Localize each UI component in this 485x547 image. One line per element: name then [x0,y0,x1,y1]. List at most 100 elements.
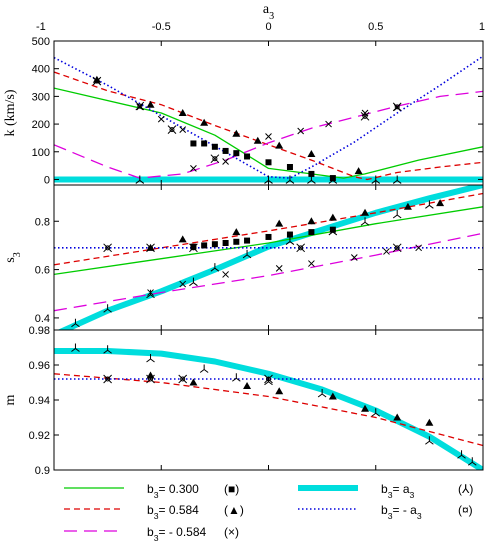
panel-3-markers [71,343,477,466]
legend-label-s2: b3= 0.584 [147,503,199,521]
marker-s5-panel-1-1 [135,101,145,111]
marker-s4-panel-3-8 [425,436,434,445]
panel-2-markers [71,199,445,328]
panel-1-ylabel: k (km/s) [3,89,18,136]
marker-s4-panel-2-2 [146,289,155,299]
marker-s5-panel-1-4 [360,111,370,121]
marker-s4-panel-2-1 [103,304,112,313]
marker-s5-panel-3-1 [146,374,155,384]
ytick-label-1-1: 100 [32,147,50,159]
marker-s1-panel-2-3 [222,240,229,246]
marker-s1-panel-1-6 [265,159,272,166]
marker-s3-panel-1-4 [190,165,197,172]
marker-s3-panel-2-4 [308,260,315,267]
marker-s1-panel-1-7 [286,164,293,170]
marker-s2-panel-1-6 [275,141,284,149]
marker-s4-panel-2-4 [210,263,220,272]
ytick-label-3-3: 0.96 [29,360,50,372]
legend-symbol-s1: (■) [224,482,239,496]
marker-s1-panel-2-8 [308,229,315,236]
marker-s5-panel-2-3 [296,243,306,253]
marker-s1-panel-1-2 [211,143,218,150]
marker-s2-panel-2-8 [436,199,445,207]
marker-s5-panel-1-0 [92,76,102,86]
line-s3-panel-1 [54,90,483,179]
marker-s5-panel-3-3 [264,374,273,384]
ytick-label-3-1: 0.92 [29,430,50,442]
ytick-label-3-0: 0.9 [35,465,50,477]
legend: b3= 0.300 (■) b3= 0.584 (▲) b3= - 0.584 (×) b3… [64,482,473,543]
ytick-label-1-3: 300 [32,91,50,103]
marker-s4-panel-3-0 [71,343,80,352]
marker-s4-panel-2-9 [392,210,402,219]
ytick-label-2-2: 0.8 [35,216,50,228]
marker-s3-panel-1-5 [222,158,229,165]
ytick-label-3-2: 0.94 [29,395,50,407]
marker-s3-panel-2-2 [222,271,229,278]
marker-s1-panel-2-5 [244,237,251,244]
marker-s4-panel-3-2 [146,354,155,363]
marker-s2-panel-1-2 [178,109,187,116]
legend-label-s1: b3= 0.300 [147,482,199,500]
marker-s4-panel-2-6 [285,236,295,245]
marker-s5-panel-1-3 [210,154,220,164]
marker-s4-panel-2-0 [71,318,80,328]
line-s2-panel-3 [54,373,483,447]
marker-s2-panel-3-3 [275,387,284,395]
line-s4-panel-2 [57,185,483,330]
panel-2-ylabel: s3 [3,252,23,263]
marker-s3-panel-1-2 [157,115,165,123]
marker-s3-panel-2-1 [179,280,187,288]
line-s1-panel-2 [54,206,483,276]
marker-s2-panel-1-1 [146,100,155,108]
marker-s3-panel-2-3 [275,265,283,272]
marker-s4-panel-3-3 [199,364,209,373]
marker-s5-panel-1-2 [167,125,177,134]
marker-s2-panel-2-1 [178,235,187,243]
marker-s1-panel-1-3 [222,147,229,154]
marker-s1-panel-2-6 [265,233,272,240]
marker-s4-panel-1-4 [328,175,338,184]
ytick-label-1-4: 400 [32,64,50,76]
marker-s4-panel-2-3 [189,277,198,287]
marker-s2-panel-1-8 [354,167,363,175]
marker-s2-panel-2-3 [275,219,284,227]
top-xtick-label-4: 1 [479,21,485,33]
marker-s2-panel-3-7 [425,418,434,426]
ytick-label-2-0: 0.4 [35,313,50,325]
marker-s1-panel-2-7 [286,231,293,238]
marker-s2-panel-3-2 [243,382,252,389]
line-s2-panel-1 [54,71,483,181]
marker-s2-panel-1-5 [253,136,262,144]
marker-s2-panel-2-4 [307,217,316,225]
marker-s1-panel-1-8 [308,170,315,177]
marker-s3-panel-2-7 [415,244,423,252]
marker-s2-panel-2-2 [232,228,241,236]
panel-3-lines [54,348,483,470]
marker-s3-panel-1-8 [325,120,332,128]
marker-s4-panel-3-4 [232,373,241,382]
marker-s2-panel-2-5 [328,213,337,221]
marker-s1-panel-2-4 [233,238,240,245]
marker-s2-panel-2-7 [403,202,412,210]
marker-s3-panel-1-6 [265,133,272,140]
panel-3-ylabel: m [3,394,18,405]
marker-s2-panel-3-1 [189,378,198,386]
marker-s3-panel-2-6 [383,248,390,255]
marker-s5-panel-2-4 [392,243,402,253]
marker-s1-panel-2-0 [190,243,197,250]
legend-symbol-s3: (×) [224,525,239,539]
top-xtick-label-1: -0.5 [152,21,171,33]
marker-s5-panel-2-2 [189,243,198,253]
marker-s1-panel-2-1 [201,242,208,249]
marker-s2-panel-1-3 [200,118,209,126]
marker-s4-panel-2-10 [425,200,434,209]
marker-s2-panel-3-6 [393,413,402,421]
ytick-label-1-2: 200 [32,119,50,131]
line-s3-panel-2 [54,232,483,312]
marker-s5-panel-3-2 [178,374,188,384]
marker-s4-panel-1-0 [135,175,145,184]
legend-symbol-s2: (▲) [224,503,244,517]
marker-s2-panel-2-6 [361,208,370,216]
